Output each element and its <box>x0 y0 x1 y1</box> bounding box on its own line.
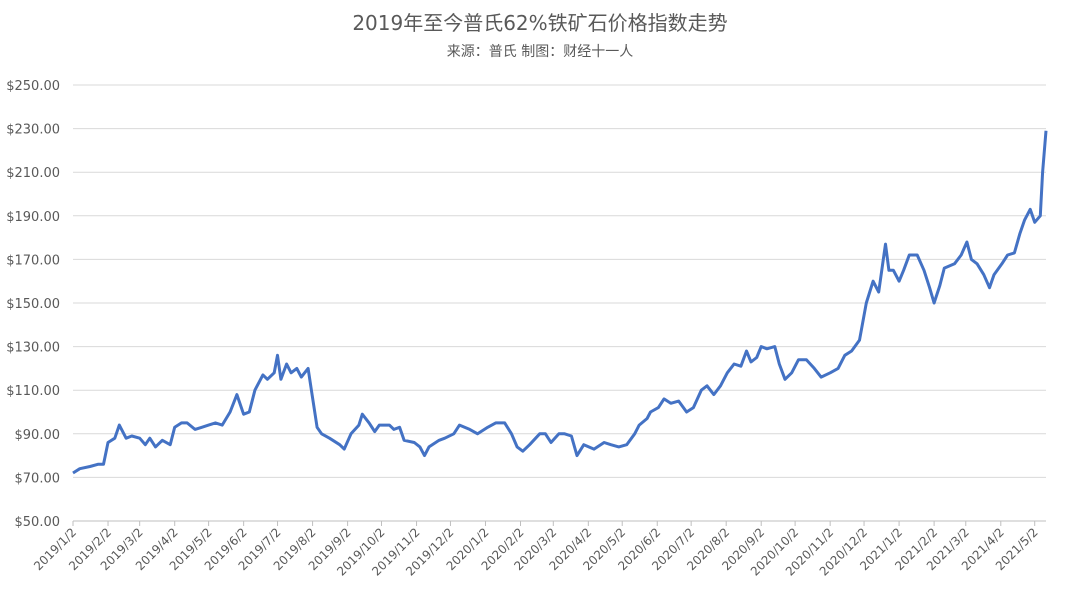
y-tick-label: $250.00 <box>6 79 60 94</box>
y-tick-label: $170.00 <box>6 253 60 268</box>
y-tick-label: $50.00 <box>15 515 61 530</box>
y-tick-label: $150.00 <box>6 297 60 312</box>
y-tick-label: $90.00 <box>15 428 61 443</box>
y-tick-label: $230.00 <box>6 123 60 138</box>
y-tick-label: $210.00 <box>6 166 60 181</box>
chart-title: 2019年至今普氏62%铁矿石价格指数走势 <box>352 11 727 35</box>
y-tick-label: $70.00 <box>15 471 61 486</box>
y-tick-label: $110.00 <box>6 384 60 399</box>
y-tick-label: $130.00 <box>6 341 60 356</box>
chart-subtitle: 来源：普氏 制图：财经十一人 <box>447 44 633 60</box>
line-series <box>72 130 1048 475</box>
y-tick-label: $190.00 <box>6 210 60 225</box>
